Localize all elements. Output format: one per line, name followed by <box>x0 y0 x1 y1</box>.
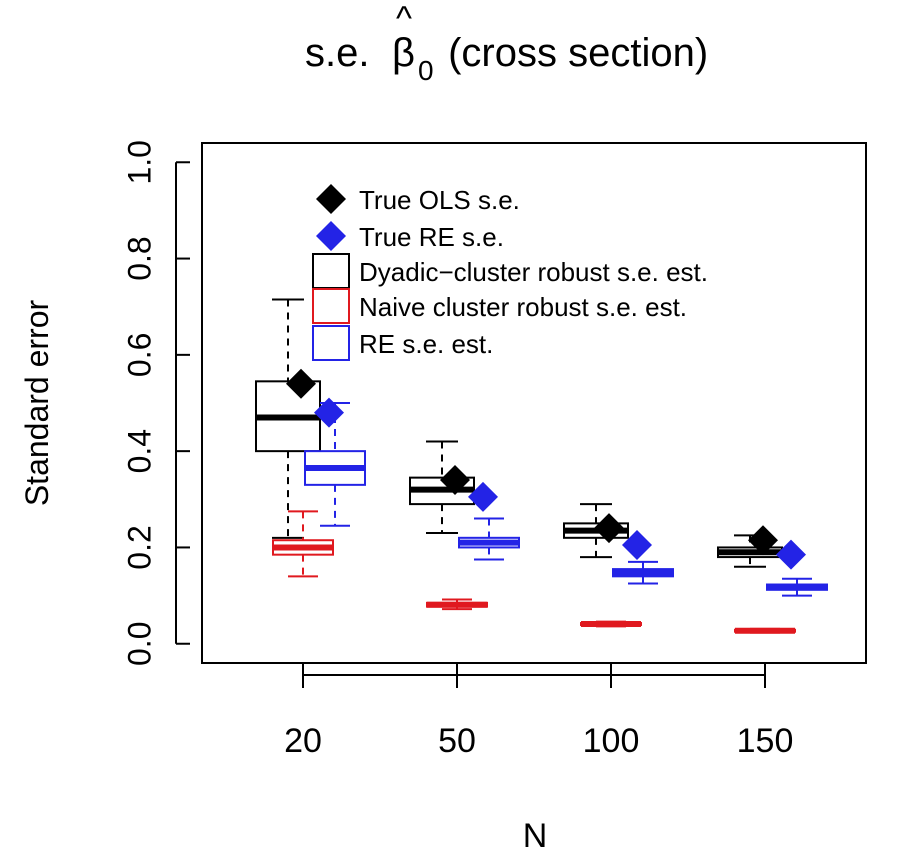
title-subscript: 0 <box>418 55 434 86</box>
legend-label: True RE s.e. <box>359 222 504 252</box>
y-axis-label: Standard error <box>19 299 55 506</box>
box-1-3 <box>734 627 796 634</box>
true-re-point <box>468 481 498 512</box>
title-prefix: s.e. <box>305 31 381 75</box>
box-1-2 <box>580 620 642 628</box>
x-tick-label: 50 <box>438 722 476 760</box>
legend-diamond-icon <box>316 221 346 251</box>
box-1-1 <box>426 598 488 611</box>
y-tick-label: 0.6 <box>121 333 157 377</box>
legend-label: True OLS s.e. <box>359 185 520 215</box>
y-axis: 0.0 0.2 0.4 0.6 0.8 1.0 <box>121 140 190 666</box>
box-0-0 <box>255 298 321 539</box>
x-tick-label: 150 <box>737 722 794 760</box>
legend-box-icon <box>312 253 350 289</box>
x-axis: 20 50 100 150 <box>284 663 793 760</box>
y-tick-label: 0.0 <box>121 621 157 665</box>
y-tick-label: 0.4 <box>121 429 157 473</box>
x-tick-label: 100 <box>583 722 640 760</box>
box-1-0 <box>272 510 334 578</box>
box-2-1 <box>458 517 520 561</box>
title-symbol: β <box>392 31 415 75</box>
title-suffix: (cross section) <box>437 31 708 75</box>
box-2-2 <box>612 560 674 585</box>
box-2-3 <box>766 577 828 597</box>
y-tick-label: 1.0 <box>121 140 157 184</box>
box-0-1 <box>409 440 475 534</box>
legend-label: Naive cluster robust s.e. est. <box>359 292 687 322</box>
true-re-point <box>314 397 344 428</box>
y-tick-label: 0.8 <box>121 236 157 280</box>
legend-box-icon <box>312 288 350 324</box>
true-ols-point <box>748 525 778 556</box>
legend-label: Dyadic−cluster robust s.e. est. <box>359 257 708 287</box>
x-axis-label: N <box>523 817 548 855</box>
y-tick-label: 0.2 <box>121 525 157 569</box>
title-hat: ^ <box>396 0 412 38</box>
plot-frame <box>201 142 867 664</box>
x-tick-label: 20 <box>284 722 322 760</box>
true-ols-point <box>594 513 624 544</box>
legend-box-icon <box>312 325 350 361</box>
chart-title: s.e. ^ β 0 (cross section) <box>305 0 708 86</box>
legend-label: RE s.e. est. <box>359 329 493 359</box>
true-re-point <box>622 530 652 561</box>
legend: True OLS s.e. True RE s.e. Dyadic−cluster … <box>312 184 708 361</box>
legend-diamond-icon <box>316 184 346 214</box>
true-re-point <box>776 539 806 570</box>
true-ols-point <box>440 465 470 496</box>
true-ols-point <box>286 368 316 399</box>
true-se-points <box>286 368 806 570</box>
